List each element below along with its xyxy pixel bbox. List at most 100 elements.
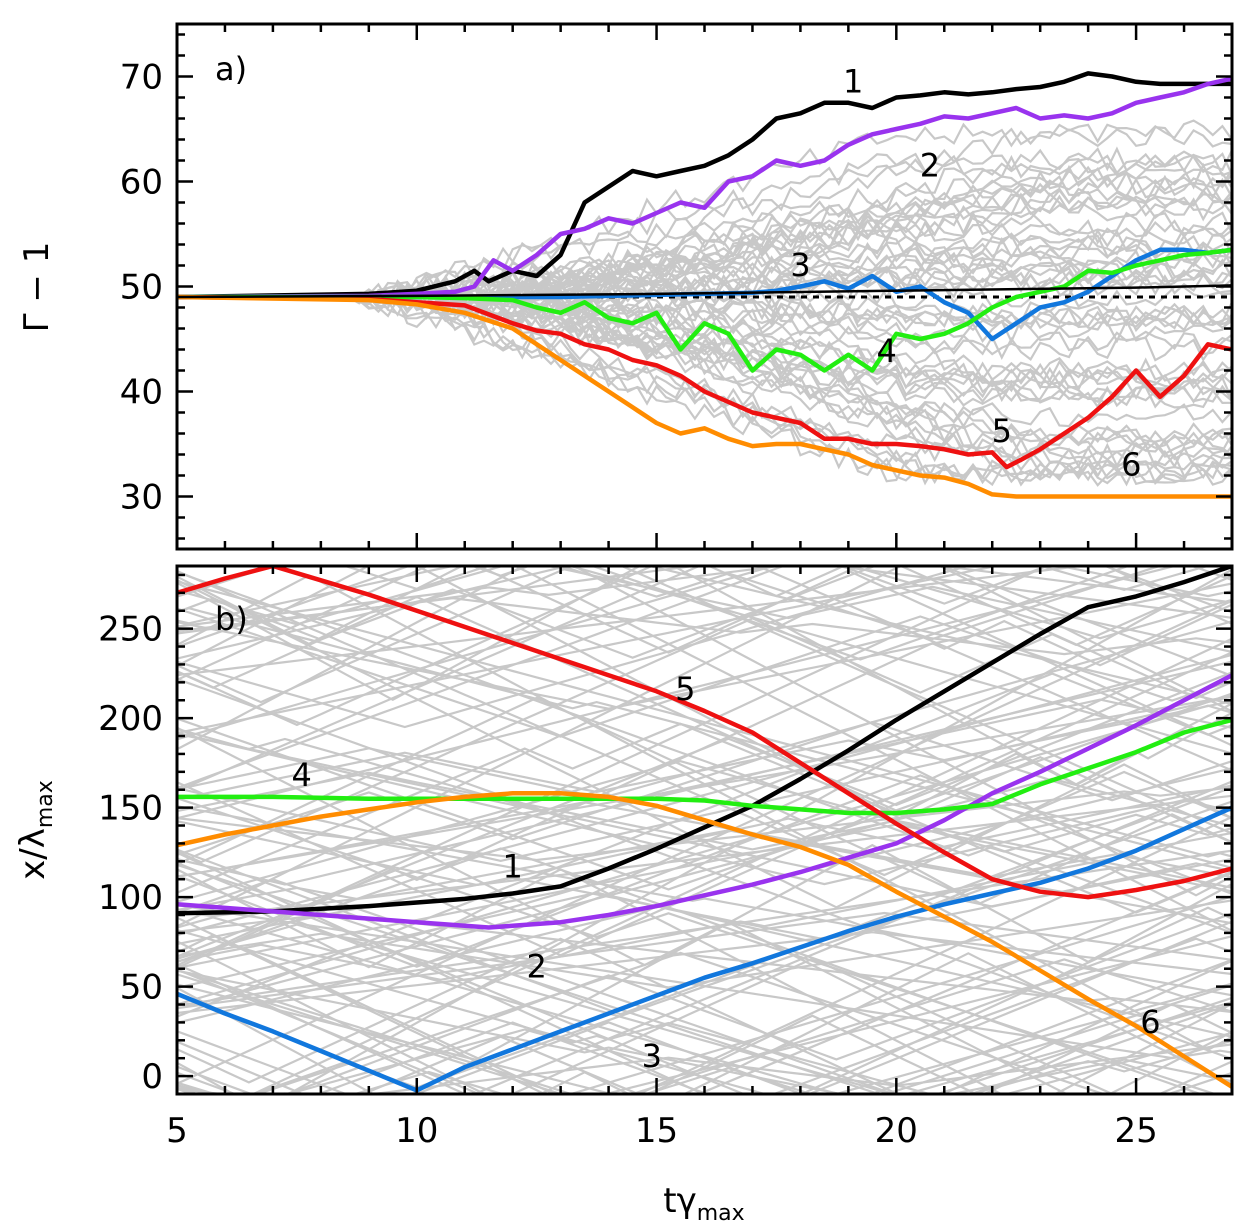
x-tick-label: 15 xyxy=(635,1111,678,1151)
background-trajectory xyxy=(177,653,1232,937)
background-trajectory xyxy=(177,923,1232,1094)
panel-b-xlabel: tγmax xyxy=(663,1181,744,1226)
curve-label-6: 6 xyxy=(1140,1003,1160,1041)
background-trajectory xyxy=(177,660,1232,886)
series-line-6 xyxy=(177,294,1232,499)
background-trajectory xyxy=(177,829,1232,925)
background-trajectory xyxy=(177,695,1232,863)
background-trajectory xyxy=(177,797,1219,1094)
background-trajectory xyxy=(177,805,1232,997)
background-trajectory xyxy=(177,566,1232,677)
background-trajectory xyxy=(177,566,1232,735)
background-trajectory xyxy=(177,916,1232,1094)
curve-label-3: 3 xyxy=(642,1037,662,1075)
panel-a-ylabel: Γ − 1 xyxy=(17,242,57,333)
background-trajectory xyxy=(177,692,1232,891)
curve-label-5: 5 xyxy=(992,412,1012,450)
background-trajectory xyxy=(177,566,1232,661)
background-trajectory xyxy=(177,1043,1232,1094)
panel-b-ylabel: x/λmax xyxy=(13,780,58,880)
y-tick-label: 200 xyxy=(98,699,163,739)
x-tick-label: 25 xyxy=(1114,1111,1157,1151)
background-trajectory xyxy=(177,911,1232,1010)
background-trajectory xyxy=(177,597,1232,656)
background-trajectory xyxy=(177,1021,1232,1094)
background-trajectory xyxy=(177,794,1232,918)
background-trajectory xyxy=(177,801,1232,879)
y-tick-label: 0 xyxy=(141,1057,163,1097)
background-trajectory xyxy=(177,569,1232,877)
curve-label-1: 1 xyxy=(503,847,523,885)
series-line-3 xyxy=(177,805,1232,1093)
y-tick-label: 150 xyxy=(98,789,163,829)
panel-b-label: b) xyxy=(215,600,248,638)
y-tick-label: 30 xyxy=(120,478,163,518)
y-tick-label: 50 xyxy=(120,968,163,1008)
curve-label-4: 4 xyxy=(292,756,312,794)
background-trajectory xyxy=(177,704,1232,1006)
background-trajectory xyxy=(177,731,1232,886)
background-trajectory xyxy=(177,726,1232,1094)
series-line-2 xyxy=(177,76,1232,300)
background-trajectory xyxy=(177,566,1232,793)
background-trajectory xyxy=(177,863,1232,1094)
y-tick-label: 250 xyxy=(98,610,163,650)
curve-label-2: 2 xyxy=(920,146,940,184)
series-line-mean xyxy=(177,284,1232,299)
y-tick-label: 40 xyxy=(120,373,163,413)
series-line-5 xyxy=(177,566,1232,900)
background-trajectory xyxy=(177,566,1232,727)
background-trajectory xyxy=(177,937,1232,1094)
y-tick-label: 100 xyxy=(98,878,163,918)
curve-labels: 1 2 3 4 5 6 xyxy=(790,62,1141,483)
background-trajectory xyxy=(177,566,1232,786)
background-trajectory xyxy=(177,566,1232,967)
background-trajectory xyxy=(177,899,1232,989)
background-trajectory xyxy=(177,651,1232,957)
background-trajectory xyxy=(177,929,1232,1094)
x-tick-label: 10 xyxy=(395,1111,438,1151)
y-tick-label: 70 xyxy=(120,58,163,98)
background-trajectory xyxy=(177,786,1232,1016)
background-trajectory xyxy=(177,566,1232,641)
background-trajectory xyxy=(177,969,1232,1094)
panel-a-label: a) xyxy=(215,50,247,88)
series-line-6 xyxy=(177,791,1232,1089)
curve-label-2: 2 xyxy=(526,948,546,986)
background-trajectory xyxy=(177,566,1232,897)
background-trajectory xyxy=(177,780,1232,1094)
background-trajectory xyxy=(177,566,1212,729)
curve-label-4: 4 xyxy=(877,332,897,370)
background-trajectory xyxy=(177,698,1232,804)
background-trajectory xyxy=(177,760,1232,903)
background-trajectory xyxy=(177,566,1232,628)
background-trajectory xyxy=(177,672,1232,1018)
panel-a-energy: 30 40 50 60 70 a) Γ − 1 1 2 3 4 5 6 xyxy=(17,22,1234,551)
series-line-2 xyxy=(177,673,1232,930)
background-trajectory xyxy=(177,931,1232,1015)
highlighted-trajectories xyxy=(177,71,1232,499)
background-trajectory xyxy=(177,815,1232,1094)
background-trajectory xyxy=(177,566,1232,835)
background-trajectory xyxy=(177,957,1232,1094)
series-line-4 xyxy=(177,247,1232,373)
background-trajectory xyxy=(177,637,1232,1094)
background-trajectory xyxy=(177,895,1232,1094)
series-line-5 xyxy=(177,294,1232,470)
x-tick-label: 20 xyxy=(875,1111,918,1151)
background-trajectory xyxy=(177,566,1232,677)
y-tick-label: 60 xyxy=(120,163,163,203)
background-trajectories xyxy=(177,566,1232,1094)
curve-label-1: 1 xyxy=(843,62,863,100)
background-trajectory xyxy=(177,696,1232,905)
curve-label-3: 3 xyxy=(790,246,810,284)
x-tick-label: 5 xyxy=(166,1111,188,1151)
curve-labels: 1 2 3 4 5 6 xyxy=(292,670,1161,1075)
background-trajectory xyxy=(177,958,1232,1094)
background-trajectory xyxy=(177,566,1232,790)
curve-label-6: 6 xyxy=(1121,446,1141,484)
background-trajectory xyxy=(177,599,1232,1085)
